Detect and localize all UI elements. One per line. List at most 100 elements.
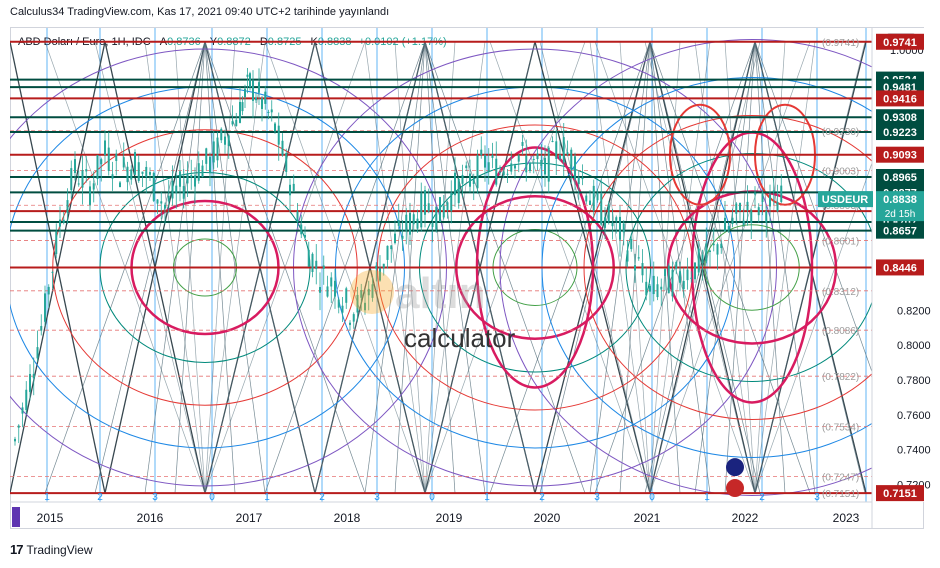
candle-body (442, 205, 445, 218)
candle-body (626, 250, 629, 262)
candle-body (499, 171, 501, 173)
candle-body (326, 286, 329, 297)
x-tick-label: 2023 (833, 511, 860, 525)
watermark-word-1: altın (395, 269, 485, 318)
candle-body (119, 182, 121, 188)
candle-body (540, 159, 543, 167)
candle-body (487, 162, 490, 172)
candle-body (735, 203, 738, 214)
candle-body (742, 220, 745, 225)
candle-body (258, 82, 260, 93)
candle-body (574, 156, 576, 180)
level-price-tag (876, 168, 924, 185)
candle-body (727, 226, 730, 231)
candle-body (85, 169, 88, 172)
watermark-word-2: calculator (404, 323, 516, 353)
candle-body (645, 281, 648, 296)
candle-body (641, 263, 644, 276)
y-tick-label: 0.8000 (897, 340, 931, 352)
candle-body (709, 250, 711, 252)
candle-body (304, 234, 306, 238)
cycle-number-label: 3 (152, 492, 158, 503)
candle-body (126, 166, 129, 183)
candle-body (364, 302, 366, 311)
candle-body (81, 170, 84, 188)
candle-body (261, 98, 263, 109)
candle-body (472, 179, 475, 184)
cycle-number-label: 2 (539, 492, 545, 503)
level-price-tag (876, 259, 924, 276)
y-tick-label: 0.7400 (897, 445, 931, 457)
level-price-tag (876, 222, 924, 239)
candle-body (615, 217, 618, 221)
fib-level-label: (0.9230) (822, 127, 859, 138)
candle-body (454, 172, 456, 196)
footer-branding: 17 TradingView (10, 542, 93, 557)
candle-body (772, 190, 775, 192)
level-price-tag-text: 0.7151 (883, 488, 917, 500)
candle-body (111, 174, 114, 179)
candle-body (780, 185, 783, 202)
candle-body (74, 159, 76, 174)
candle-body (134, 152, 136, 175)
cycle-number-label: 2 (97, 492, 103, 503)
current-price-name: USDEUR (822, 194, 869, 206)
candle-body (757, 207, 760, 216)
cycle-number-label: 0 (429, 492, 435, 503)
candle-body (277, 125, 280, 145)
candle-body (274, 123, 276, 132)
candle-body (427, 203, 430, 212)
candle-body (690, 277, 693, 279)
candle-body (315, 260, 318, 270)
candle-body (431, 222, 434, 228)
candle-body (716, 244, 719, 255)
candle-body (555, 141, 558, 159)
fib-level-label: (0.8086) (822, 326, 859, 337)
footer-brand-text: TradingView (26, 542, 93, 557)
candle-body (469, 173, 471, 187)
x-tick-label: 2022 (732, 511, 759, 525)
watermark: altın (350, 269, 485, 318)
candle-body (17, 425, 20, 428)
candle-body (720, 243, 723, 249)
candle-body (190, 175, 193, 178)
candle-body (435, 206, 438, 230)
candle-body (559, 154, 561, 159)
candle-body (739, 202, 741, 211)
candle-body (92, 183, 95, 190)
fib-level-label: (0.9741) (822, 38, 859, 49)
y-tick-label: 0.7600 (897, 410, 931, 422)
candle-body (160, 201, 163, 204)
plot-area: altın (10, 28, 872, 502)
candle-body (32, 373, 35, 379)
candle-body (70, 168, 73, 191)
cycle-number-label: 1 (264, 492, 270, 503)
x-tick-label: 2017 (236, 511, 263, 525)
candle-body (270, 109, 273, 113)
candle-body (89, 186, 91, 205)
candle-body (25, 389, 28, 411)
current-price-name-tag (818, 191, 873, 208)
candle-body (570, 149, 573, 170)
x-tick-label: 2015 (37, 511, 64, 525)
candle-body (107, 147, 110, 171)
candle-body (164, 204, 166, 209)
candle-body (252, 80, 254, 101)
candle-body (349, 322, 351, 325)
candle-body (630, 238, 633, 250)
current-price-tag (876, 191, 924, 222)
x-tick-label: 2016 (137, 511, 164, 525)
level-price-tag (876, 33, 924, 50)
level-price-tag-text: 0.9308 (883, 112, 917, 124)
candle-body (457, 179, 460, 204)
level-price-tag-text: 0.8446 (883, 262, 917, 274)
x-tick-label: 2018 (334, 511, 361, 525)
watermark-coin-icon (350, 270, 394, 314)
candle-body (292, 183, 295, 191)
candle-body (212, 141, 215, 163)
candle-body (585, 195, 588, 202)
candle-body (622, 223, 625, 233)
candle-body (769, 194, 771, 207)
candle-body (246, 74, 249, 77)
